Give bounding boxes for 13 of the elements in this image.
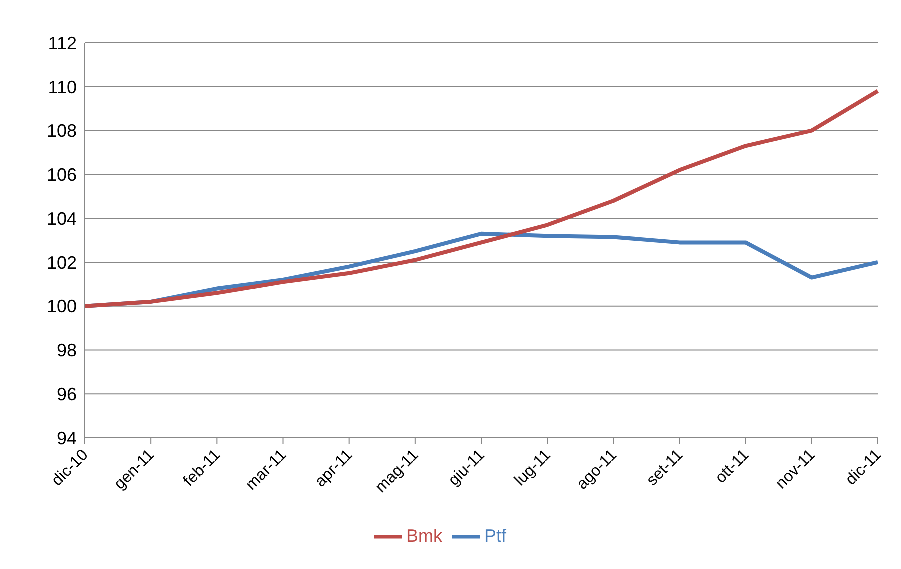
y-tick-label: 104 <box>46 208 77 229</box>
y-tick-label: 96 <box>56 384 77 404</box>
y-tick-label: 94 <box>56 428 77 448</box>
line-series <box>83 89 880 308</box>
legend-label: Bmk <box>406 526 442 546</box>
y-tick-label: 110 <box>48 77 77 98</box>
y-tick-label: 98 <box>56 340 77 361</box>
y-tick-label: 106 <box>46 165 77 186</box>
legend-label: Ptf <box>484 526 506 546</box>
y-tick-label: 108 <box>46 121 77 142</box>
y-tick-label: 100 <box>46 296 77 317</box>
y-tick-label: 102 <box>46 252 77 273</box>
y-tick-label: 112 <box>48 33 77 54</box>
